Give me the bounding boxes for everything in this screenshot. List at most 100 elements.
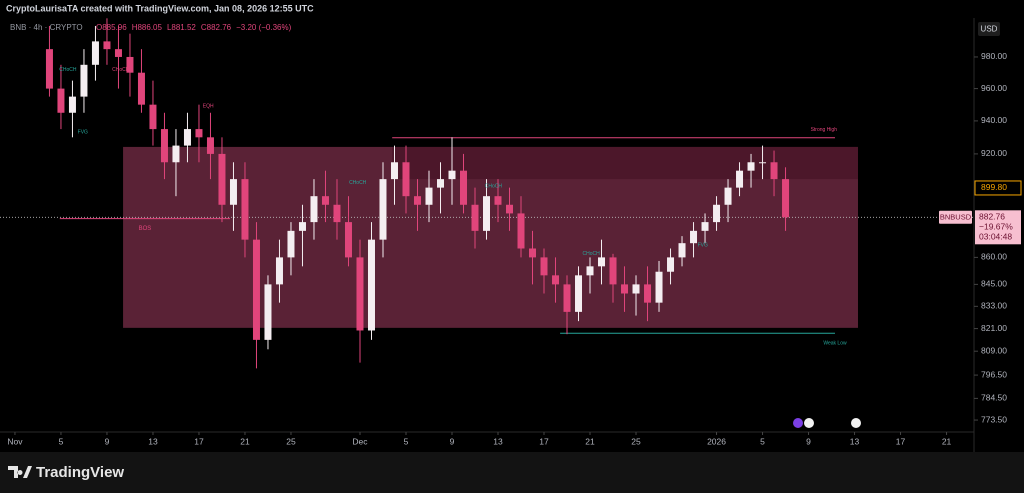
candle-body xyxy=(609,257,617,285)
candle-body xyxy=(632,284,640,294)
candle-body xyxy=(667,257,675,272)
candle-body xyxy=(586,266,594,276)
y-tick-label: 960.00 xyxy=(981,83,1007,93)
candle-body xyxy=(57,88,65,113)
annotation: FVG xyxy=(698,242,708,248)
candle-body xyxy=(206,137,214,154)
ohlc-value: C882.76 xyxy=(201,23,232,32)
candle-body xyxy=(137,72,145,105)
x-tick-label: 5 xyxy=(59,436,64,446)
symbol: BNB · 4h · CRYPTO xyxy=(10,23,83,32)
x-tick-label: 9 xyxy=(450,436,455,446)
candle-body xyxy=(45,49,53,89)
x-tick-label: 13 xyxy=(493,436,503,446)
y-tick-label: 860.00 xyxy=(981,252,1007,262)
candle-body xyxy=(529,248,537,258)
candle-body xyxy=(356,257,364,331)
candle-body xyxy=(494,196,502,205)
candle-body xyxy=(644,284,652,303)
candle-body xyxy=(736,170,744,188)
y-tick-label: 845.00 xyxy=(981,279,1007,289)
y-tick-label: 980.00 xyxy=(981,51,1007,61)
candle-body xyxy=(747,162,755,171)
candle-body xyxy=(483,196,490,231)
x-tick-label: 5 xyxy=(760,436,765,446)
candle-body xyxy=(390,162,398,180)
candle-body xyxy=(436,179,444,188)
level-label: BOS xyxy=(139,226,152,232)
brand: TradingView xyxy=(36,464,124,481)
candle-body xyxy=(506,204,514,214)
footer-bar xyxy=(0,452,1024,493)
candle-body xyxy=(103,41,111,50)
y-tick-label: 920.00 xyxy=(981,148,1007,158)
candle-body xyxy=(425,187,433,205)
price-line-label: 899.80 xyxy=(981,182,1007,192)
event-icons xyxy=(793,418,861,428)
candle-body xyxy=(413,196,421,205)
x-tick-label: Dec xyxy=(352,436,368,446)
x-tick-label: 21 xyxy=(585,436,595,446)
x-tick-label: 9 xyxy=(806,436,811,446)
candle-body xyxy=(264,284,272,340)
x-tick-label: 9 xyxy=(105,436,110,446)
x-tick-label: 13 xyxy=(850,436,860,446)
candle-body xyxy=(367,239,375,331)
candle-body xyxy=(333,204,341,223)
x-tick-label: 17 xyxy=(194,436,204,446)
x-tick-label: 25 xyxy=(631,436,641,446)
zone xyxy=(392,146,858,180)
symbol-label: BNBUSD xyxy=(940,212,972,221)
currency-box xyxy=(978,22,1000,36)
candle-body xyxy=(459,170,467,205)
symbol-tag xyxy=(939,210,972,224)
candle-body xyxy=(275,257,283,285)
candle-body xyxy=(713,204,721,223)
candle-body xyxy=(229,179,237,205)
candle-body xyxy=(172,145,180,163)
x-tick-label: 13 xyxy=(148,436,158,446)
x-tick-label: 21 xyxy=(240,436,250,446)
annotation: CHoCH xyxy=(349,180,367,186)
last-price-change: −19.67% xyxy=(979,222,1013,232)
y-tick-label: 796.50 xyxy=(981,369,1007,379)
annotation: CHoCH xyxy=(112,67,130,73)
candle-body xyxy=(770,162,778,180)
candle-body xyxy=(448,170,456,180)
annotation: EQH xyxy=(203,104,214,110)
ohlc-value: −3.20 (−0.36%) xyxy=(236,23,291,32)
candle-body xyxy=(241,179,249,240)
price-line-tag xyxy=(974,180,1022,196)
candle-body xyxy=(252,239,260,340)
x-tick-label: 17 xyxy=(539,436,549,446)
candle-body xyxy=(310,196,318,223)
countdown: 03:04:48 xyxy=(979,232,1012,242)
x-tick-label: 25 xyxy=(286,436,296,446)
x-tick-label: 21 xyxy=(942,436,952,446)
logo: TradingView xyxy=(8,464,124,481)
currency: USD xyxy=(981,25,998,34)
candle-body xyxy=(759,162,767,164)
candle-body xyxy=(517,213,525,249)
candle-body xyxy=(80,64,88,97)
candle-body xyxy=(552,275,560,285)
candle-body xyxy=(91,41,99,65)
candle-body xyxy=(471,204,479,231)
candle-body xyxy=(183,129,191,146)
annotation: CHoCH xyxy=(583,251,601,257)
candle-body xyxy=(126,56,134,73)
candle-body xyxy=(218,153,226,205)
candle-body xyxy=(563,284,571,312)
candle-body xyxy=(598,257,606,267)
x-tick-label: 5 xyxy=(404,436,409,446)
level-label: Weak Low xyxy=(823,341,847,347)
candle-body xyxy=(114,49,122,57)
candle-body xyxy=(379,179,387,240)
y-tick-label: 833.00 xyxy=(981,301,1007,311)
ohlc-value: L881.52 xyxy=(167,23,196,32)
ohlc-value: H886.05 xyxy=(132,23,163,32)
candle-body xyxy=(402,162,410,197)
